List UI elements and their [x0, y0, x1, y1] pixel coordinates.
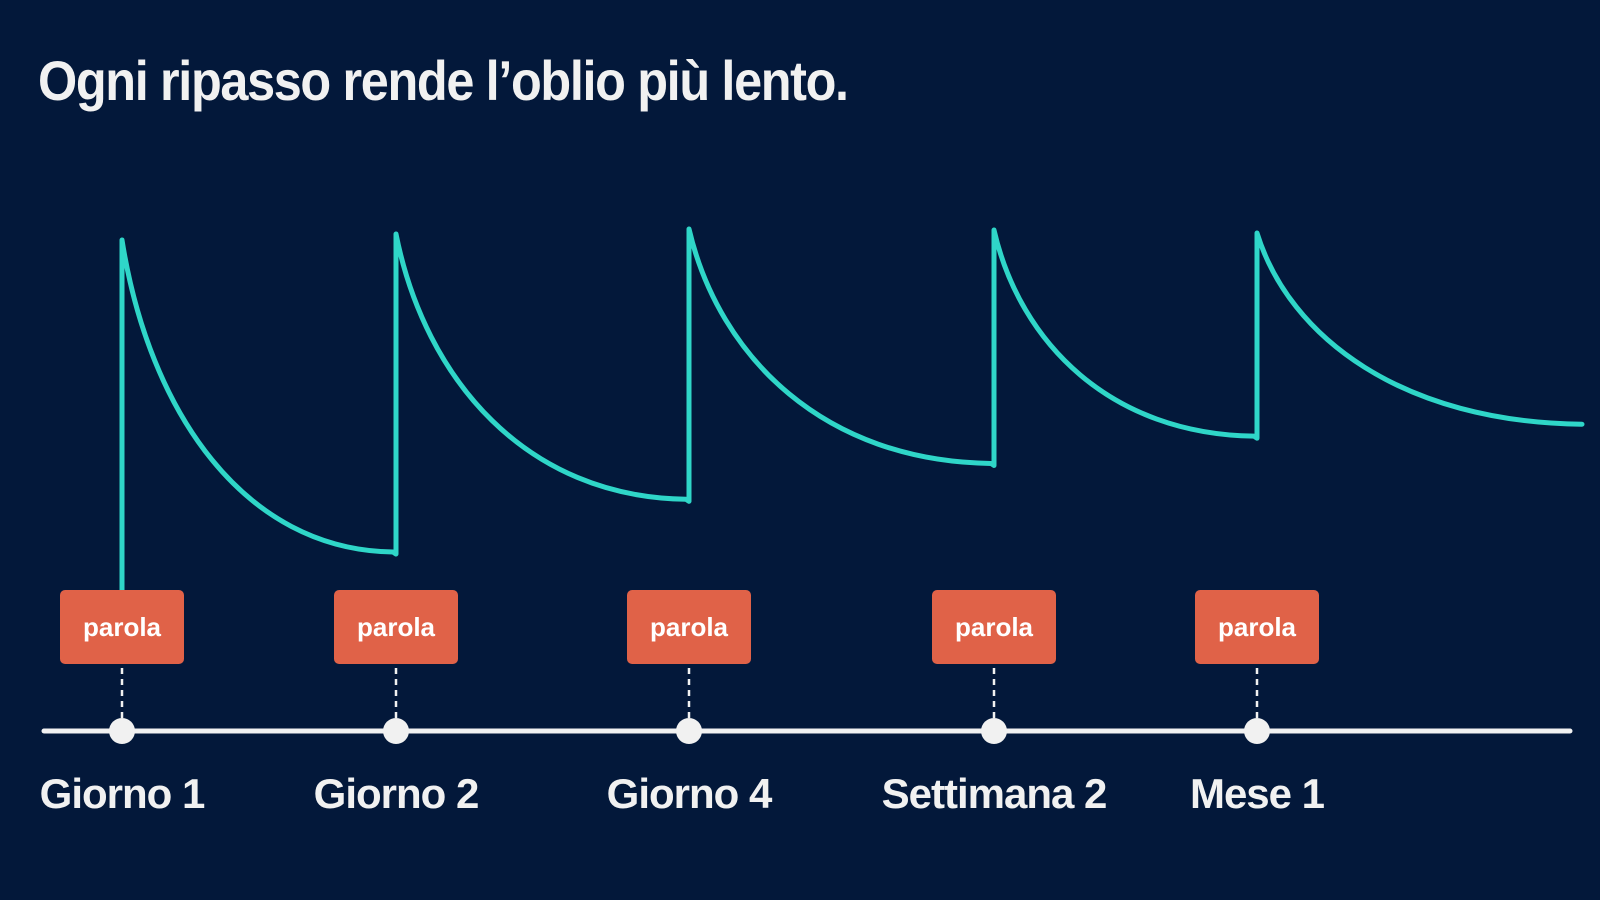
headline: Ogni ripasso rende l’oblio più lento. — [38, 49, 849, 112]
timeline-dot — [676, 718, 702, 744]
timeline-dots — [109, 718, 1270, 744]
time-label: Settimana 2 — [881, 770, 1108, 817]
memory-curve — [119, 226, 1585, 603]
word-box: parola — [627, 590, 751, 664]
time-label: Giorno 2 — [313, 770, 480, 817]
connectors — [120, 668, 1259, 719]
word-box: parola — [1195, 590, 1319, 664]
timeline-dot — [981, 718, 1007, 744]
word-box: parola — [334, 590, 458, 664]
timeline-dot — [1244, 718, 1270, 744]
time-label: Giorno 4 — [606, 770, 773, 817]
time-label: Giorno 1 — [39, 770, 206, 817]
word-box: parola — [932, 590, 1056, 664]
time-label: Mese 1 — [1189, 770, 1325, 817]
timeline-dot — [383, 718, 409, 744]
word-box: parola — [60, 590, 184, 664]
timeline-dot — [109, 718, 135, 744]
